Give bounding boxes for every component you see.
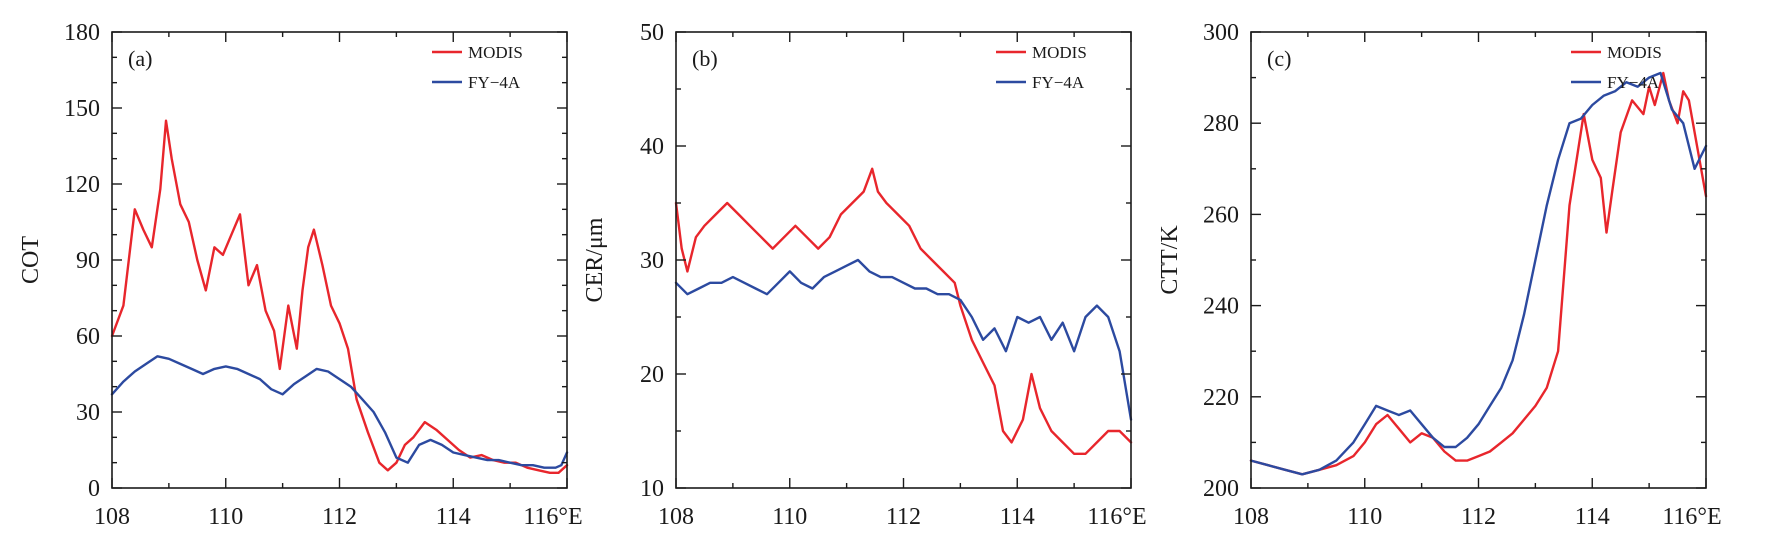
y-tick-label: 260 bbox=[1203, 202, 1239, 228]
y-axis-label: CTT/K bbox=[1157, 225, 1183, 295]
y-tick-label: 20 bbox=[640, 362, 664, 388]
x-tick-label: 116°E bbox=[1662, 504, 1721, 530]
x-tick-label: 108 bbox=[658, 504, 694, 530]
legend-label-modis: MODIS bbox=[1607, 43, 1662, 62]
plot-frame bbox=[1250, 31, 1707, 489]
chart-panel-1: 108 110 112 114 116°E 0 30 60 90 120 150 180 COT (a) M… bbox=[18, 20, 583, 530]
y-tick-label: 60 bbox=[76, 324, 100, 350]
x-tick-label: 108 bbox=[1233, 504, 1269, 530]
series-line-modis bbox=[1249, 71, 1708, 476]
y-tick-label: 0 bbox=[88, 476, 100, 502]
chart-panel-2: 108 110 112 114 116°E 10 20 30 40 50 CER/μm (b) MODI… bbox=[582, 20, 1147, 530]
y-axis-label: CER/μm bbox=[582, 217, 608, 302]
y-tick-label: 280 bbox=[1203, 111, 1239, 137]
series-line-fy4a bbox=[110, 355, 569, 469]
panel-label: (b) bbox=[692, 46, 718, 71]
plot-frame bbox=[111, 31, 568, 489]
y-tick-label: 240 bbox=[1203, 294, 1239, 320]
y-tick-label: 150 bbox=[64, 96, 100, 122]
y-tick-label: 300 bbox=[1203, 20, 1239, 46]
legend-label-fy4a: FY−4A bbox=[468, 73, 521, 92]
legend-label-modis: MODIS bbox=[1032, 43, 1087, 62]
y-tick-label: 10 bbox=[640, 476, 664, 502]
y-tick-label: 220 bbox=[1203, 385, 1239, 411]
series-line-modis bbox=[674, 167, 1133, 455]
plot-frame bbox=[675, 31, 1132, 489]
x-tick-label: 116°E bbox=[523, 504, 582, 530]
y-tick-label: 90 bbox=[76, 248, 100, 274]
x-tick-label: 112 bbox=[322, 504, 357, 530]
y-tick-label: 180 bbox=[64, 20, 100, 46]
y-tick-label: 30 bbox=[640, 248, 664, 274]
panel-label: (c) bbox=[1267, 46, 1291, 71]
x-tick-label: 114 bbox=[436, 504, 471, 530]
series-line-fy4a bbox=[1249, 71, 1708, 476]
x-tick-label: 110 bbox=[1347, 504, 1382, 530]
y-tick-label: 120 bbox=[64, 172, 100, 198]
x-tick-label: 114 bbox=[1575, 504, 1610, 530]
x-tick-label: 112 bbox=[1461, 504, 1496, 530]
y-tick-label: 50 bbox=[640, 20, 664, 46]
x-tick-label: 112 bbox=[886, 504, 921, 530]
y-tick-label: 30 bbox=[76, 400, 100, 426]
y-axis-label: COT bbox=[18, 236, 44, 284]
series-line-modis bbox=[110, 119, 569, 474]
panel-label: (a) bbox=[128, 46, 152, 71]
y-tick-label: 40 bbox=[640, 134, 664, 160]
x-tick-label: 114 bbox=[1000, 504, 1035, 530]
x-tick-label: 110 bbox=[208, 504, 243, 530]
legend-label-modis: MODIS bbox=[468, 43, 523, 62]
series-line-fy4a bbox=[674, 258, 1133, 421]
x-tick-label: 116°E bbox=[1087, 504, 1146, 530]
x-tick-label: 108 bbox=[94, 504, 130, 530]
chart-panel-3: 108 110 112 114 116°E 200 220 240 260 280 300 CTT/K… bbox=[1157, 20, 1722, 530]
legend-label-fy4a: FY−4A bbox=[1032, 73, 1085, 92]
legend-label-fy4a: FY−4A bbox=[1607, 73, 1660, 92]
x-tick-label: 110 bbox=[772, 504, 807, 530]
y-tick-label: 200 bbox=[1203, 476, 1239, 502]
